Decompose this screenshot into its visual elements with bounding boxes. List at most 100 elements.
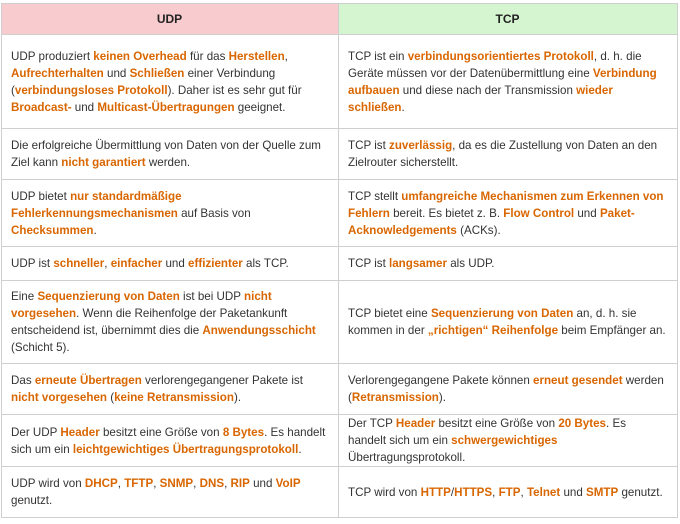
highlight-term: schneller bbox=[53, 257, 105, 270]
cell-text: . Es handelt sich um ein bbox=[11, 425, 326, 456]
cell-text: genutzt. bbox=[11, 494, 53, 507]
highlight-term: wieder schließen bbox=[348, 83, 613, 114]
table-row: UDP ist schneller, einfacher und effizie… bbox=[1, 246, 678, 281]
comparison-table: UDP TCP UDP produziert keinen Overhead f… bbox=[1, 3, 678, 518]
cell-text: werden. bbox=[145, 156, 191, 169]
highlight-term: Retransmission bbox=[351, 391, 439, 404]
highlight-term: Schließen bbox=[129, 66, 185, 80]
cell-text: bereit. Es bietet z. B. bbox=[389, 206, 504, 220]
highlight-term: keinen Overhead bbox=[93, 49, 187, 63]
highlight-term: TFTP bbox=[124, 477, 154, 490]
cell-text: und bbox=[71, 100, 98, 114]
highlight-term: Header bbox=[60, 425, 100, 439]
table-row: Die erfolgreiche Übermittlung von Daten … bbox=[1, 128, 678, 180]
cell-text: UDP bietet bbox=[11, 189, 71, 203]
cell-text: , bbox=[520, 485, 527, 499]
cell-text: TCP ist ein bbox=[348, 49, 408, 63]
cell-text: auf Basis von bbox=[177, 206, 251, 220]
cell-text: , bbox=[153, 477, 160, 490]
highlight-term: Sequenzierung von Daten bbox=[37, 290, 180, 303]
cell-text: Das bbox=[11, 374, 35, 387]
highlight-term: leichtgewichtiges Übertragungsprotokoll bbox=[72, 442, 299, 456]
cell-text: UDP wird von bbox=[11, 477, 85, 490]
cell-text: besitzt eine Größe von bbox=[435, 417, 559, 430]
cell-text: und bbox=[560, 485, 587, 499]
highlight-term: schwergewichtiges bbox=[451, 434, 558, 447]
cell-text: Übertragungsprotokoll. bbox=[348, 451, 466, 464]
cell-text: . Wenn die Reihenfolge der Paketankunft … bbox=[11, 307, 288, 337]
highlight-term: 20 Bytes bbox=[558, 417, 607, 430]
tcp-cell: TCP wird von HTTP/HTTPS, FTP, Telnet und… bbox=[338, 466, 678, 518]
highlight-term: Multicast-Übertragungen bbox=[97, 100, 235, 114]
cell-text: , d. h. die Geräte müssen vor der Datenü… bbox=[348, 49, 642, 80]
tcp-cell: TCP bietet eine Sequenzierung von Daten … bbox=[338, 280, 678, 364]
cell-text: TCP stellt bbox=[348, 189, 402, 203]
table-body: UDP produziert keinen Overhead für das H… bbox=[1, 34, 678, 518]
highlight-term: Herstellen bbox=[228, 49, 285, 63]
cell-text: Verlorengegangene Pakete können bbox=[348, 374, 534, 387]
header-udp: UDP bbox=[1, 3, 339, 35]
highlight-term: Telnet bbox=[526, 485, 561, 499]
highlight-term: Broadcast- bbox=[11, 100, 72, 114]
cell-text: (Schicht 5). bbox=[11, 341, 70, 354]
table-row: UDP produziert keinen Overhead für das H… bbox=[1, 34, 678, 129]
highlight-term: Aufrechterhalten bbox=[11, 66, 104, 80]
highlight-term: erneute Übertragen bbox=[34, 374, 142, 387]
tcp-cell: Der TCP Header besitzt eine Größe von 20… bbox=[338, 414, 678, 467]
tcp-cell: TCP ist zuverlässig, da es die Zustellun… bbox=[338, 128, 678, 180]
header-row: UDP TCP bbox=[1, 3, 678, 35]
cell-text: ). bbox=[438, 391, 446, 404]
udp-cell: Das erneute Übertragen verlorengegangene… bbox=[1, 363, 339, 415]
cell-text: an, d. h. sie kommen in der bbox=[348, 307, 637, 337]
table-row: UDP bietet nur standardmäßige Fehlerkenn… bbox=[1, 179, 678, 247]
highlight-term: langsamer bbox=[389, 257, 448, 270]
udp-cell: UDP bietet nur standardmäßige Fehlerkenn… bbox=[1, 179, 339, 247]
cell-text: TCP ist bbox=[348, 139, 390, 152]
cell-text: als TCP. bbox=[242, 257, 289, 270]
table-header: UDP TCP bbox=[1, 3, 678, 35]
cell-text: besitzt eine Größe von bbox=[99, 425, 223, 439]
header-tcp: TCP bbox=[338, 3, 678, 35]
highlight-term: 8 Bytes bbox=[222, 425, 265, 439]
cell-text: ). Daher ist es sehr gut für bbox=[167, 83, 302, 97]
cell-text: . bbox=[401, 100, 405, 114]
highlight-term: DNS bbox=[199, 477, 225, 490]
highlight-term: nicht vorgesehen bbox=[11, 391, 107, 404]
cell-text: , bbox=[224, 477, 231, 490]
highlight-term: zuverlässig bbox=[389, 139, 453, 152]
highlight-term: Verbindung aufbauen bbox=[348, 66, 657, 97]
highlight-term: umfangreiche Mechanismen zum Erkennen vo… bbox=[348, 189, 664, 220]
cell-text: / bbox=[450, 485, 455, 499]
cell-text: Der UDP bbox=[11, 425, 61, 439]
cell-text: und bbox=[574, 206, 600, 220]
table-row: Der UDP Header besitzt eine Größe von 8 … bbox=[1, 414, 678, 467]
cell-text: , bbox=[284, 49, 288, 63]
highlight-term: Checksummen bbox=[11, 223, 94, 237]
cell-text: , da es die Zustellung von Daten an den … bbox=[348, 139, 658, 169]
cell-text: (ACKs). bbox=[456, 223, 501, 237]
cell-text: Der TCP bbox=[348, 417, 396, 430]
cell-text: TCP wird von bbox=[348, 485, 421, 499]
cell-text: UDP ist bbox=[11, 257, 54, 270]
highlight-term: SNMP bbox=[159, 477, 194, 490]
highlight-term: FTP bbox=[498, 485, 521, 499]
cell-text: Eine bbox=[11, 290, 38, 303]
highlight-term: HTTPS bbox=[454, 485, 493, 499]
highlight-term: nicht vorgesehen bbox=[11, 290, 272, 320]
cell-text: TCP bietet eine bbox=[348, 307, 431, 320]
tcp-cell: TCP ist ein verbindungsorientiertes Prot… bbox=[338, 34, 678, 129]
highlight-term: RIP bbox=[230, 477, 250, 490]
highlight-term: Header bbox=[395, 417, 436, 430]
highlight-term: Paket-Acknowledgements bbox=[348, 206, 635, 237]
table-row: UDP wird von DHCP, TFTP, SNMP, DNS, RIP … bbox=[1, 466, 678, 518]
highlight-term: effizienter bbox=[188, 257, 243, 270]
cell-text: werden ( bbox=[348, 374, 664, 404]
cell-text: , bbox=[117, 477, 125, 490]
highlight-term: keine Retransmission bbox=[114, 391, 234, 404]
cell-text: ( bbox=[107, 391, 115, 404]
cell-text: und bbox=[103, 66, 130, 80]
cell-text: als UDP. bbox=[447, 257, 495, 270]
cell-text: ist bei UDP bbox=[179, 290, 245, 303]
table-row: Eine Sequenzierung von Daten ist bei UDP… bbox=[1, 280, 678, 364]
highlight-term: nur standardmäßige Fehlerkennungsmechani… bbox=[11, 189, 182, 220]
